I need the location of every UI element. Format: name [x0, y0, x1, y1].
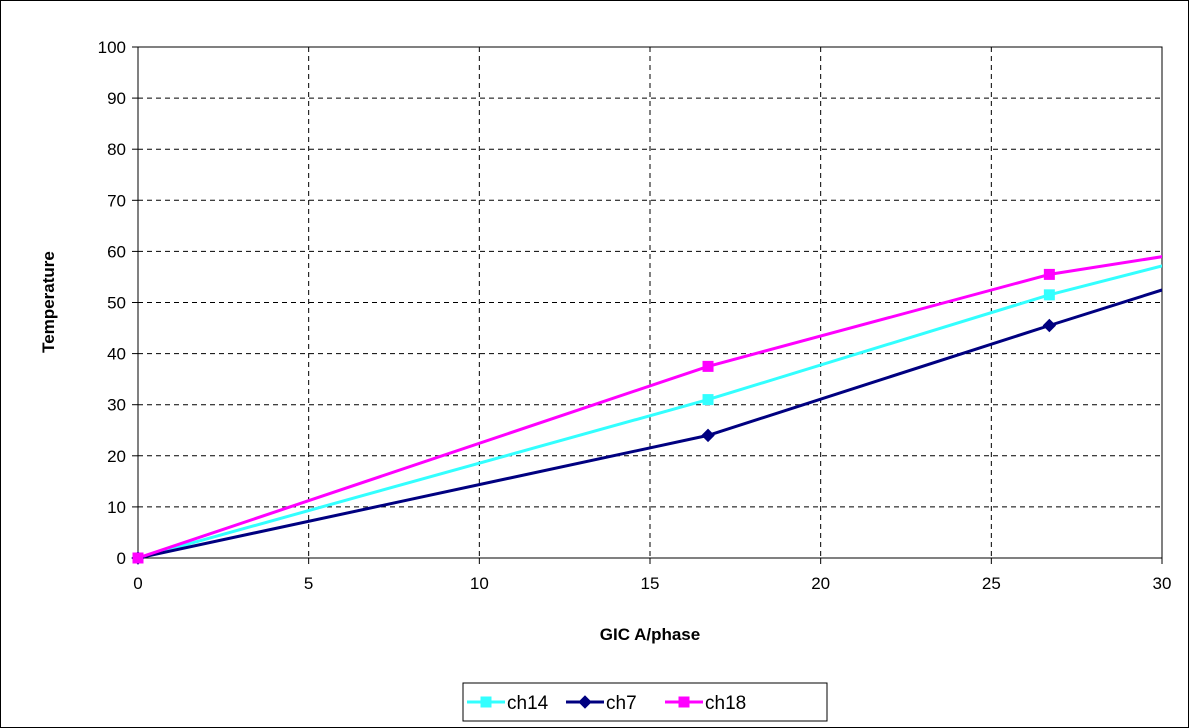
- y-tick-label: 100: [98, 38, 126, 57]
- legend-label: ch7: [606, 693, 637, 714]
- x-tick-label: 10: [470, 574, 489, 593]
- y-tick-label: 20: [107, 447, 126, 466]
- marker-group: [131, 268, 1057, 565]
- data-point-ch18: [1043, 268, 1055, 280]
- gridlines: [138, 47, 1162, 558]
- x-tick-label: 20: [811, 574, 830, 593]
- y-tick-label: 30: [107, 396, 126, 415]
- series-line-ch14: [138, 264, 1162, 558]
- legend-box: [462, 682, 828, 722]
- y-tick-label: 10: [107, 498, 126, 517]
- x-tick-label: 25: [982, 574, 1001, 593]
- data-point-ch14: [702, 394, 714, 406]
- legend-label: ch18: [705, 693, 746, 714]
- x-tick-label: 5: [304, 574, 313, 593]
- data-point-ch18: [702, 360, 714, 372]
- y-tick-label: 90: [107, 89, 126, 108]
- y-tick-label: 0: [117, 549, 126, 568]
- legend-swatch-marker: [578, 695, 592, 709]
- series-line-ch18: [138, 255, 1162, 558]
- y-tick-label: 70: [107, 191, 126, 210]
- y-tick-label: 40: [107, 345, 126, 364]
- series-group: [138, 255, 1162, 558]
- x-axis-title: GIC A/phase: [600, 625, 700, 644]
- y-tick-label: 60: [107, 242, 126, 261]
- legend: ch14 ch7 ch18: [462, 682, 828, 722]
- y-axis-title: Temperature: [39, 251, 58, 353]
- legend-label: ch14: [507, 693, 549, 714]
- y-tick-label: 50: [107, 294, 126, 313]
- data-point-ch7: [1042, 318, 1057, 333]
- x-tick-label: 0: [133, 574, 142, 593]
- series-line-ch7: [138, 288, 1162, 558]
- axes: 0 10 20 30 40 50 60 70 80 90 100 0 5 10 15 20 25 30: [98, 38, 1172, 593]
- data-point-ch7: [701, 428, 715, 443]
- y-tick-label: 80: [107, 140, 126, 159]
- legend-swatch-marker: [678, 696, 690, 708]
- data-point-ch14: [1043, 289, 1055, 301]
- x-tick-label: 30: [1153, 574, 1172, 593]
- legend-swatch-marker: [480, 696, 492, 708]
- x-tick-label: 15: [641, 574, 660, 593]
- data-point-ch18: [132, 552, 144, 564]
